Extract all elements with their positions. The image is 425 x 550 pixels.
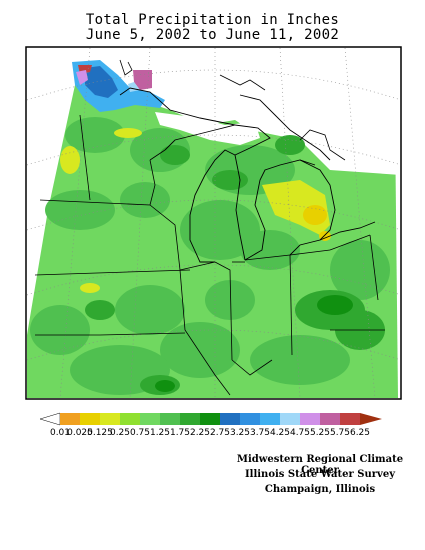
purple-rain-spot-east bbox=[133, 70, 152, 90]
legend-tick-label: 4.25 bbox=[270, 428, 290, 438]
legend-swatch bbox=[120, 413, 140, 425]
legend-swatch bbox=[160, 413, 180, 425]
legend-swatch bbox=[340, 413, 360, 425]
map-field bbox=[27, 48, 401, 398]
great-lakes-outline bbox=[119, 87, 376, 263]
no-data-area bbox=[80, 48, 401, 175]
state-boundaries bbox=[34, 114, 385, 396]
legend-tick-label: 4.75 bbox=[290, 428, 310, 438]
very-heavy-rain-zone bbox=[85, 66, 118, 98]
legend-tick-label: 0.25 bbox=[110, 428, 130, 438]
legend-swatch bbox=[240, 413, 260, 425]
legend-swatch bbox=[80, 413, 100, 425]
legend-tick-label: 0.025 bbox=[67, 428, 93, 438]
credit-line-2: Illinois State Water Survey bbox=[244, 469, 396, 480]
graticule bbox=[27, 48, 401, 398]
map-subtitle: June 5, 2002 to June 11, 2002 bbox=[85, 27, 340, 43]
legend-tick-label: 0.75 bbox=[130, 428, 150, 438]
legend-tick-label: 0.125 bbox=[87, 428, 113, 438]
purple-rain-spot-west bbox=[76, 70, 88, 85]
legend-tick-label: 1.25 bbox=[150, 428, 170, 438]
legend-arrow-high bbox=[360, 413, 382, 425]
heaviest-green-patches bbox=[155, 295, 353, 392]
canada-coastline bbox=[119, 59, 346, 161]
legend-tick-label: 2.25 bbox=[190, 428, 210, 438]
lake-superior-gap bbox=[155, 112, 260, 145]
legend-tick-label: 0.01 bbox=[50, 428, 70, 438]
legend-swatch bbox=[260, 413, 280, 425]
map-border bbox=[25, 46, 402, 400]
credit-line-1: Midwestern Regional Climate Center bbox=[236, 454, 404, 476]
legend-arrow-low bbox=[39, 412, 61, 426]
legend-tick-label: 5.75 bbox=[330, 428, 350, 438]
legend-tick-label: 3.75 bbox=[250, 428, 270, 438]
legend-swatch bbox=[300, 413, 320, 425]
legend-tick-label: 6.25 bbox=[350, 428, 370, 438]
legend-swatch bbox=[140, 413, 160, 425]
legend-swatch bbox=[100, 413, 120, 425]
legend-tick-label: 2.75 bbox=[210, 428, 230, 438]
credit-line-3: Champaign, Illinois bbox=[264, 484, 376, 495]
map-title: Total Precipitation in Inches bbox=[85, 12, 340, 28]
legend-swatch bbox=[220, 413, 240, 425]
legend-swatch bbox=[320, 413, 340, 425]
legend-swatch bbox=[280, 413, 300, 425]
legend-swatch bbox=[200, 413, 220, 425]
legend-tick-label: 5.25 bbox=[310, 428, 330, 438]
legend-swatch bbox=[60, 413, 80, 425]
legend-tick-label: 3.25 bbox=[230, 428, 250, 438]
legend-tick-label: 1.75 bbox=[170, 428, 190, 438]
legend-swatch bbox=[180, 413, 200, 425]
